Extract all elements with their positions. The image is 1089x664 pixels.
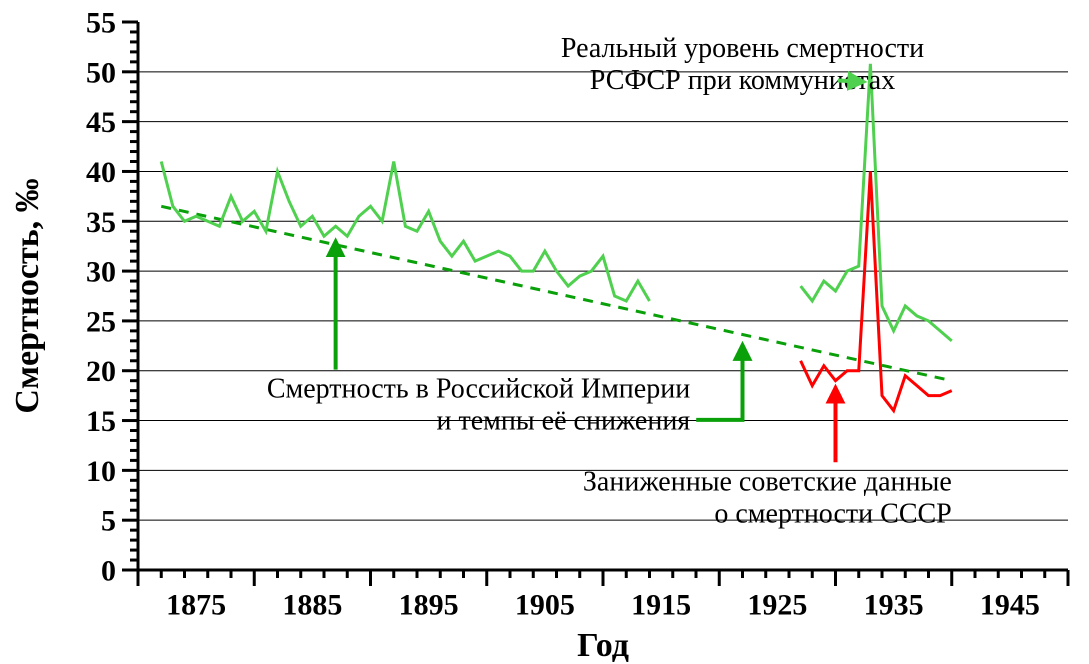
x-tick-label: 1885	[282, 589, 342, 622]
y-tick-label: 25	[86, 305, 116, 338]
y-axis-title: Смертность, ‰	[9, 178, 46, 413]
arrow-to-trend	[696, 345, 742, 420]
y-tick-label: 5	[101, 505, 116, 538]
y-tick-label: 50	[86, 56, 116, 89]
empire-series	[161, 161, 649, 300]
x-tick-label: 1875	[166, 589, 226, 622]
y-tick-label: 0	[101, 555, 116, 588]
y-tick-label: 20	[86, 355, 116, 388]
y-tick-label: 15	[86, 405, 116, 438]
x-tick-label: 1945	[980, 589, 1040, 622]
empire-trend-line	[161, 206, 952, 380]
annotation-rsfsr-line1: Реальный уровень смертности	[561, 33, 924, 64]
mortality-chart: 1875 1885 1895 1905 1915 1925 1935 1945 0 5 10 15 20…	[0, 0, 1089, 664]
y-tick-label: 55	[86, 7, 116, 40]
x-tick-label: 1925	[747, 589, 807, 622]
x-axis-title: Год	[577, 627, 629, 664]
y-tick-label: 30	[86, 256, 116, 289]
annotation-ussr-line2: о смертности СССР	[714, 498, 951, 529]
annotation-ussr-line1: Заниженные советские данные	[583, 466, 952, 497]
x-tick-label: 1895	[399, 589, 459, 622]
arrow-to-rsfsr	[838, 80, 864, 81]
y-tick-label: 10	[86, 455, 116, 488]
x-tick-label: 1935	[864, 589, 924, 622]
y-tick-label: 40	[86, 156, 116, 189]
x-tick-label: 1915	[631, 589, 691, 622]
annotation-empire-line1: Смертность в Российской Империи	[267, 374, 690, 405]
annotation-empire-line2: и темпы её снижения	[437, 406, 691, 437]
x-tick-label: 1905	[515, 589, 575, 622]
y-tick-label: 45	[86, 106, 116, 139]
y-tick-label: 35	[86, 206, 116, 239]
